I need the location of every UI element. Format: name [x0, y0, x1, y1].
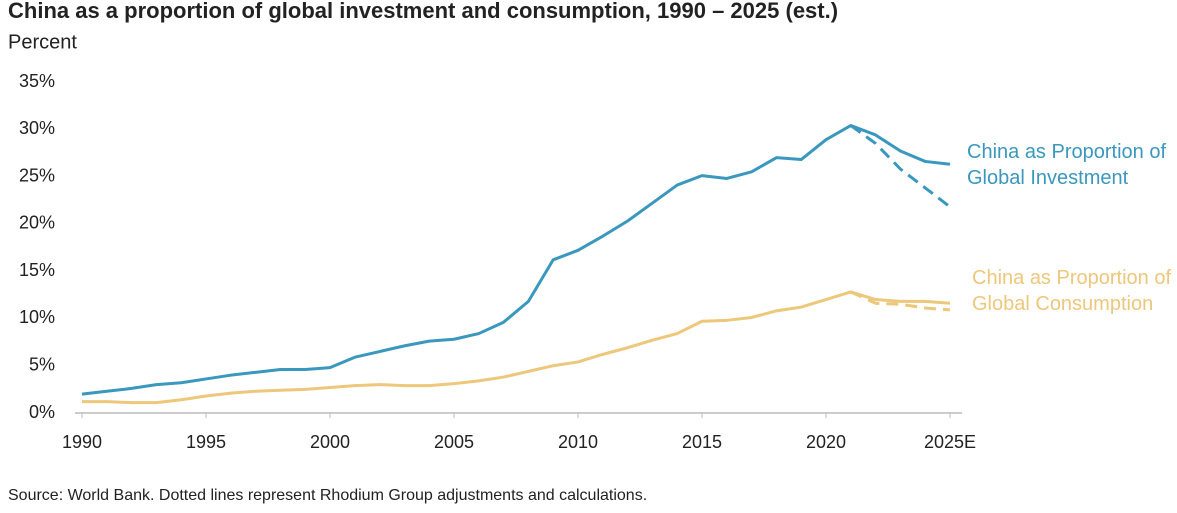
y-tick-label: 25%: [19, 165, 55, 185]
line-series-dashed: [849, 124, 951, 209]
line-series: [82, 290, 951, 405]
y-tick-label: 30%: [19, 118, 55, 138]
y-tick-label: 20%: [19, 213, 55, 233]
x-tick-label: 2005: [434, 432, 474, 452]
y-tick-label: 5%: [29, 354, 55, 374]
x-tick-label: 1990: [62, 432, 102, 452]
chart-subtitle: Percent: [8, 31, 77, 53]
x-tick-label: 2020: [806, 432, 846, 452]
series-label: China as Proportion of Global Consumptio…: [972, 267, 1172, 315]
y-tick-label: 35%: [19, 71, 55, 91]
line-series-dashed: [850, 290, 951, 312]
source-note: Source: World Bank. Dotted lines represe…: [8, 487, 647, 504]
x-tick-label: 2015: [682, 432, 722, 452]
y-tick-label: 10%: [19, 307, 55, 327]
y-tick-label: 15%: [19, 260, 55, 280]
x-tick-label: 2000: [310, 432, 350, 452]
line-series: [81, 124, 951, 396]
y-tick-label: 0%: [29, 402, 55, 422]
chart-title: China as a proportion of global investme…: [8, 0, 838, 23]
series-label: China as Proportion of Global Investment: [967, 141, 1167, 189]
x-tick-label: 2025E: [924, 432, 976, 452]
x-tick-label: 2010: [558, 432, 598, 452]
x-tick-label: 1995: [186, 432, 226, 452]
